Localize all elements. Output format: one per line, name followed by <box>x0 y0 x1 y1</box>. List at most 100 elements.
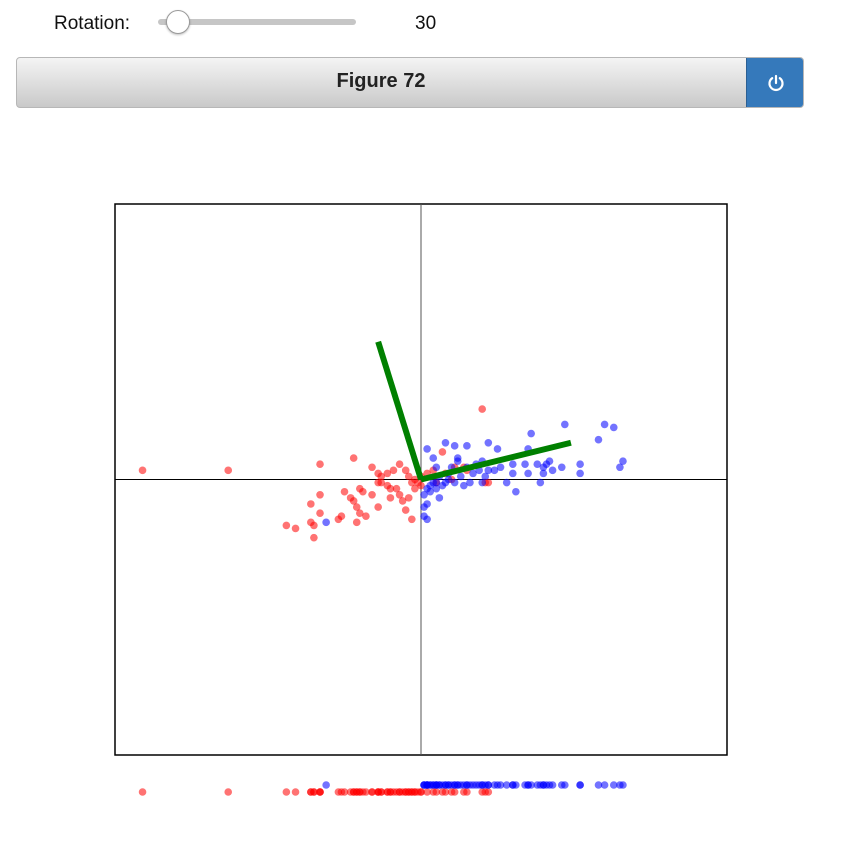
scatter-point <box>420 491 428 499</box>
scatter-point <box>352 518 361 527</box>
projection-point <box>224 788 233 796</box>
power-button[interactable] <box>746 58 803 107</box>
scatter-point <box>368 463 376 472</box>
scatter-point <box>282 521 291 530</box>
projection-point <box>478 781 487 789</box>
scatter-point <box>527 429 535 438</box>
scatter-point <box>423 500 431 508</box>
scatter-point <box>374 503 382 511</box>
power-icon <box>767 74 784 91</box>
projection-point <box>322 781 330 789</box>
scatter-point <box>524 469 532 478</box>
scatter-point <box>322 518 330 527</box>
projection-point <box>408 788 416 796</box>
projection-point <box>450 781 459 789</box>
scatter-point <box>484 438 493 447</box>
projection-point <box>524 781 532 789</box>
projection-point <box>138 788 147 796</box>
scatter-point <box>460 481 468 490</box>
scatter-point <box>438 448 447 456</box>
scatter-point <box>138 466 147 475</box>
scatter-point <box>509 469 517 478</box>
projection-point <box>423 788 431 796</box>
scatter-point <box>356 509 364 517</box>
projection-point <box>576 781 584 789</box>
scatter-point <box>349 454 358 462</box>
rotation-slider[interactable] <box>158 10 356 37</box>
scatter-point <box>548 466 557 475</box>
scatter-point <box>512 487 520 496</box>
scatter-point <box>429 454 438 462</box>
scatter-point <box>310 521 318 530</box>
scatter-point <box>423 484 431 493</box>
projection-point <box>401 788 410 796</box>
scatter-point <box>423 515 431 524</box>
projection-point <box>484 781 493 789</box>
rotation-control-row: Rotation: 30 <box>0 0 846 48</box>
scatter-point <box>389 466 398 475</box>
scatter-point <box>359 487 367 496</box>
scatter-point <box>490 466 499 475</box>
scatter-point <box>291 524 300 533</box>
rotation-slider-track[interactable] <box>158 19 356 25</box>
projection-point <box>512 781 520 789</box>
scatter-point <box>352 503 361 511</box>
scatter-point <box>316 491 324 499</box>
scatter-point <box>316 460 324 468</box>
scatter-point <box>398 497 407 505</box>
projection-point <box>316 788 324 796</box>
scatter-point <box>576 469 584 478</box>
projection-point <box>557 781 566 789</box>
projection-point <box>374 788 382 796</box>
scatter-point <box>463 442 471 450</box>
projection-point <box>310 788 318 796</box>
scatter-point <box>533 460 542 468</box>
rotation-slider-handle[interactable] <box>165 10 190 34</box>
scatter-point <box>594 435 603 444</box>
scatter-point <box>453 454 462 462</box>
scatter-point <box>340 487 349 496</box>
scatter-point <box>561 420 569 429</box>
direction-vector <box>420 439 572 483</box>
scatter-point <box>395 491 404 499</box>
scatter-point <box>481 472 490 481</box>
figure-title: Figure 72 <box>336 70 426 92</box>
projection-point <box>423 781 431 789</box>
scatter-point <box>224 466 233 475</box>
scatter-point <box>349 497 358 505</box>
scatter-point <box>478 405 487 413</box>
projection-point <box>594 781 603 789</box>
scatter-point <box>432 484 441 493</box>
scatter-point <box>386 494 395 502</box>
rotation-value: 30 <box>415 13 437 34</box>
projection-point <box>282 788 291 796</box>
rotation-label: Rotation: <box>54 13 131 34</box>
scatter-point <box>392 484 401 493</box>
projection-point <box>291 788 300 796</box>
scatter-point <box>456 472 465 481</box>
scatter-point <box>307 500 315 508</box>
projection-point <box>368 788 376 796</box>
scatter-point <box>383 469 392 478</box>
projection-point <box>484 788 493 796</box>
scatter-point <box>609 423 618 432</box>
scatter-point <box>417 481 425 490</box>
figure-header: Figure 72 <box>16 57 804 108</box>
scatter-point <box>362 512 370 521</box>
scatter-point <box>539 469 548 478</box>
scatter-point <box>395 460 404 468</box>
projection-point <box>441 781 450 789</box>
scatter-point <box>432 463 441 472</box>
scatter-point <box>411 484 419 493</box>
projection-point <box>362 788 370 796</box>
projection-point <box>609 781 618 789</box>
scatter-point <box>377 472 386 481</box>
scatter-point <box>404 472 413 481</box>
scatter-point <box>469 469 477 478</box>
projection-point <box>432 788 441 796</box>
scatter-point <box>408 515 416 524</box>
scatter-point <box>539 463 548 472</box>
projection-point <box>352 788 361 796</box>
projection-point <box>441 788 450 796</box>
